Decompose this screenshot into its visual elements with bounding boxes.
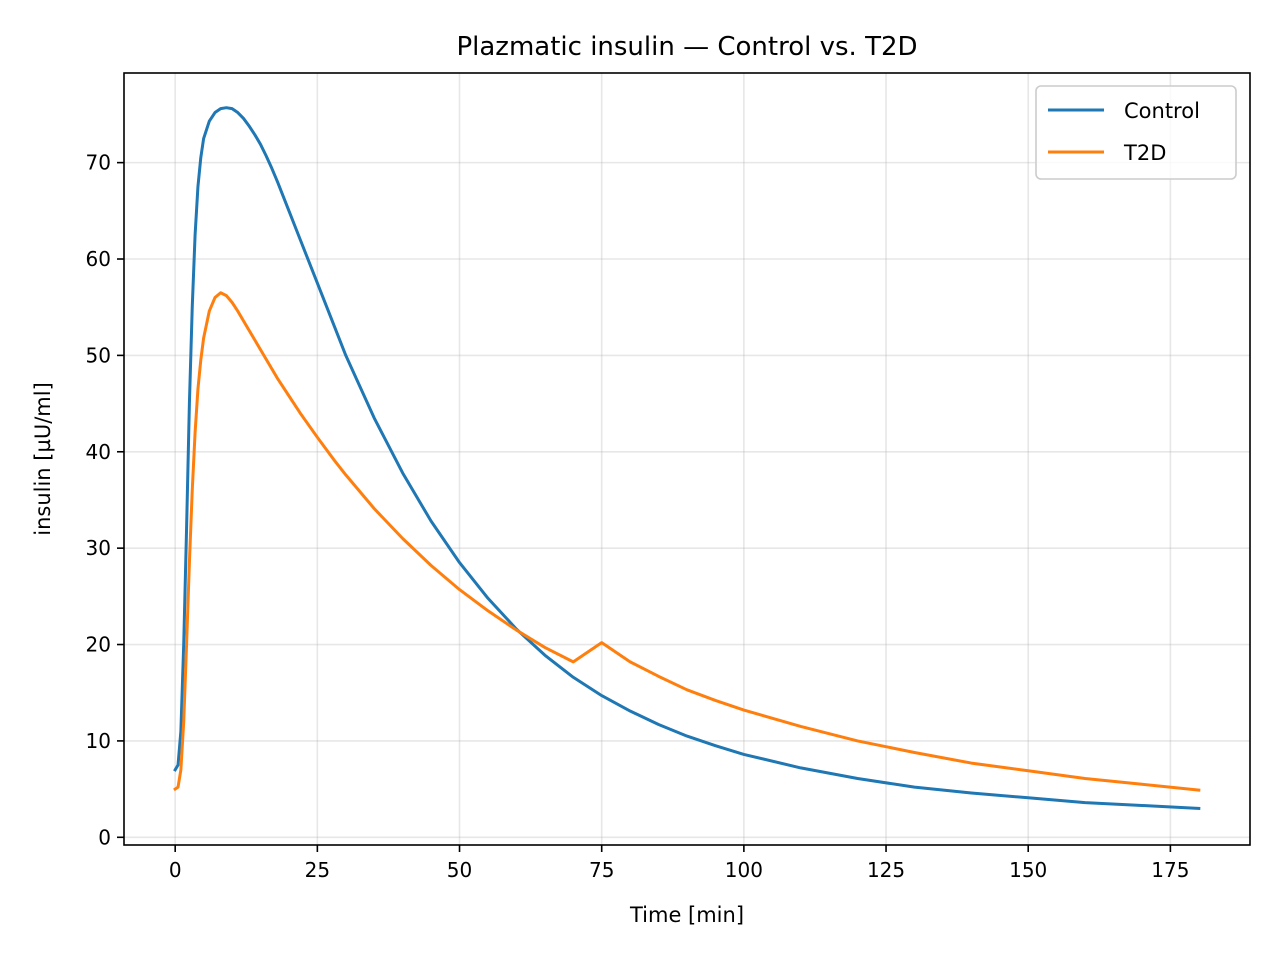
plot-frame — [123, 72, 1251, 846]
x-tick-label: 150 — [1009, 858, 1047, 882]
series-line-control — [173, 106, 1201, 810]
y-tick-label: 10 — [86, 729, 111, 753]
x-tick-label: 0 — [169, 858, 182, 882]
x-tick-label: 25 — [305, 858, 330, 882]
y-tick-label: 0 — [98, 825, 111, 849]
y-tick-label: 30 — [86, 536, 111, 560]
y-tick-label: 20 — [86, 633, 111, 657]
y-tick-label: 40 — [86, 440, 111, 464]
y-tick-label: 60 — [86, 247, 111, 271]
y-axis-label: insulin [µU/ml] — [31, 382, 55, 536]
x-axis-label: Time [min] — [629, 903, 744, 927]
x-tick-label: 100 — [725, 858, 763, 882]
y-tick-label: 50 — [86, 343, 111, 367]
y-tick-label: 70 — [86, 151, 111, 175]
legend: Control T2D — [1035, 85, 1237, 180]
legend-label: T2D — [1123, 141, 1166, 165]
x-tick-label: 125 — [867, 858, 905, 882]
x-axis-ticks: 0 25 50 75 100 125 150 175 — [169, 845, 1189, 882]
x-tick-label: 175 — [1151, 858, 1189, 882]
y-axis-ticks: 0 10 20 30 40 50 60 70 — [86, 151, 124, 849]
x-tick-label: 50 — [447, 858, 472, 882]
series-layer — [173, 106, 1201, 810]
legend-label: Control — [1124, 99, 1200, 123]
grid-lines — [124, 73, 1250, 845]
series-line-t2d — [173, 291, 1201, 792]
chart-title: Plazmatic insulin — Control vs. T2D — [456, 32, 917, 62]
x-tick-label: 75 — [589, 858, 614, 882]
